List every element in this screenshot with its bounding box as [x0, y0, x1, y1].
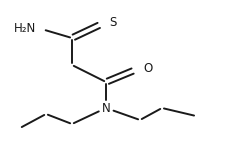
Text: H₂N: H₂N — [14, 21, 36, 34]
Text: S: S — [109, 16, 116, 29]
Text: N: N — [102, 101, 110, 114]
Text: O: O — [143, 61, 152, 74]
